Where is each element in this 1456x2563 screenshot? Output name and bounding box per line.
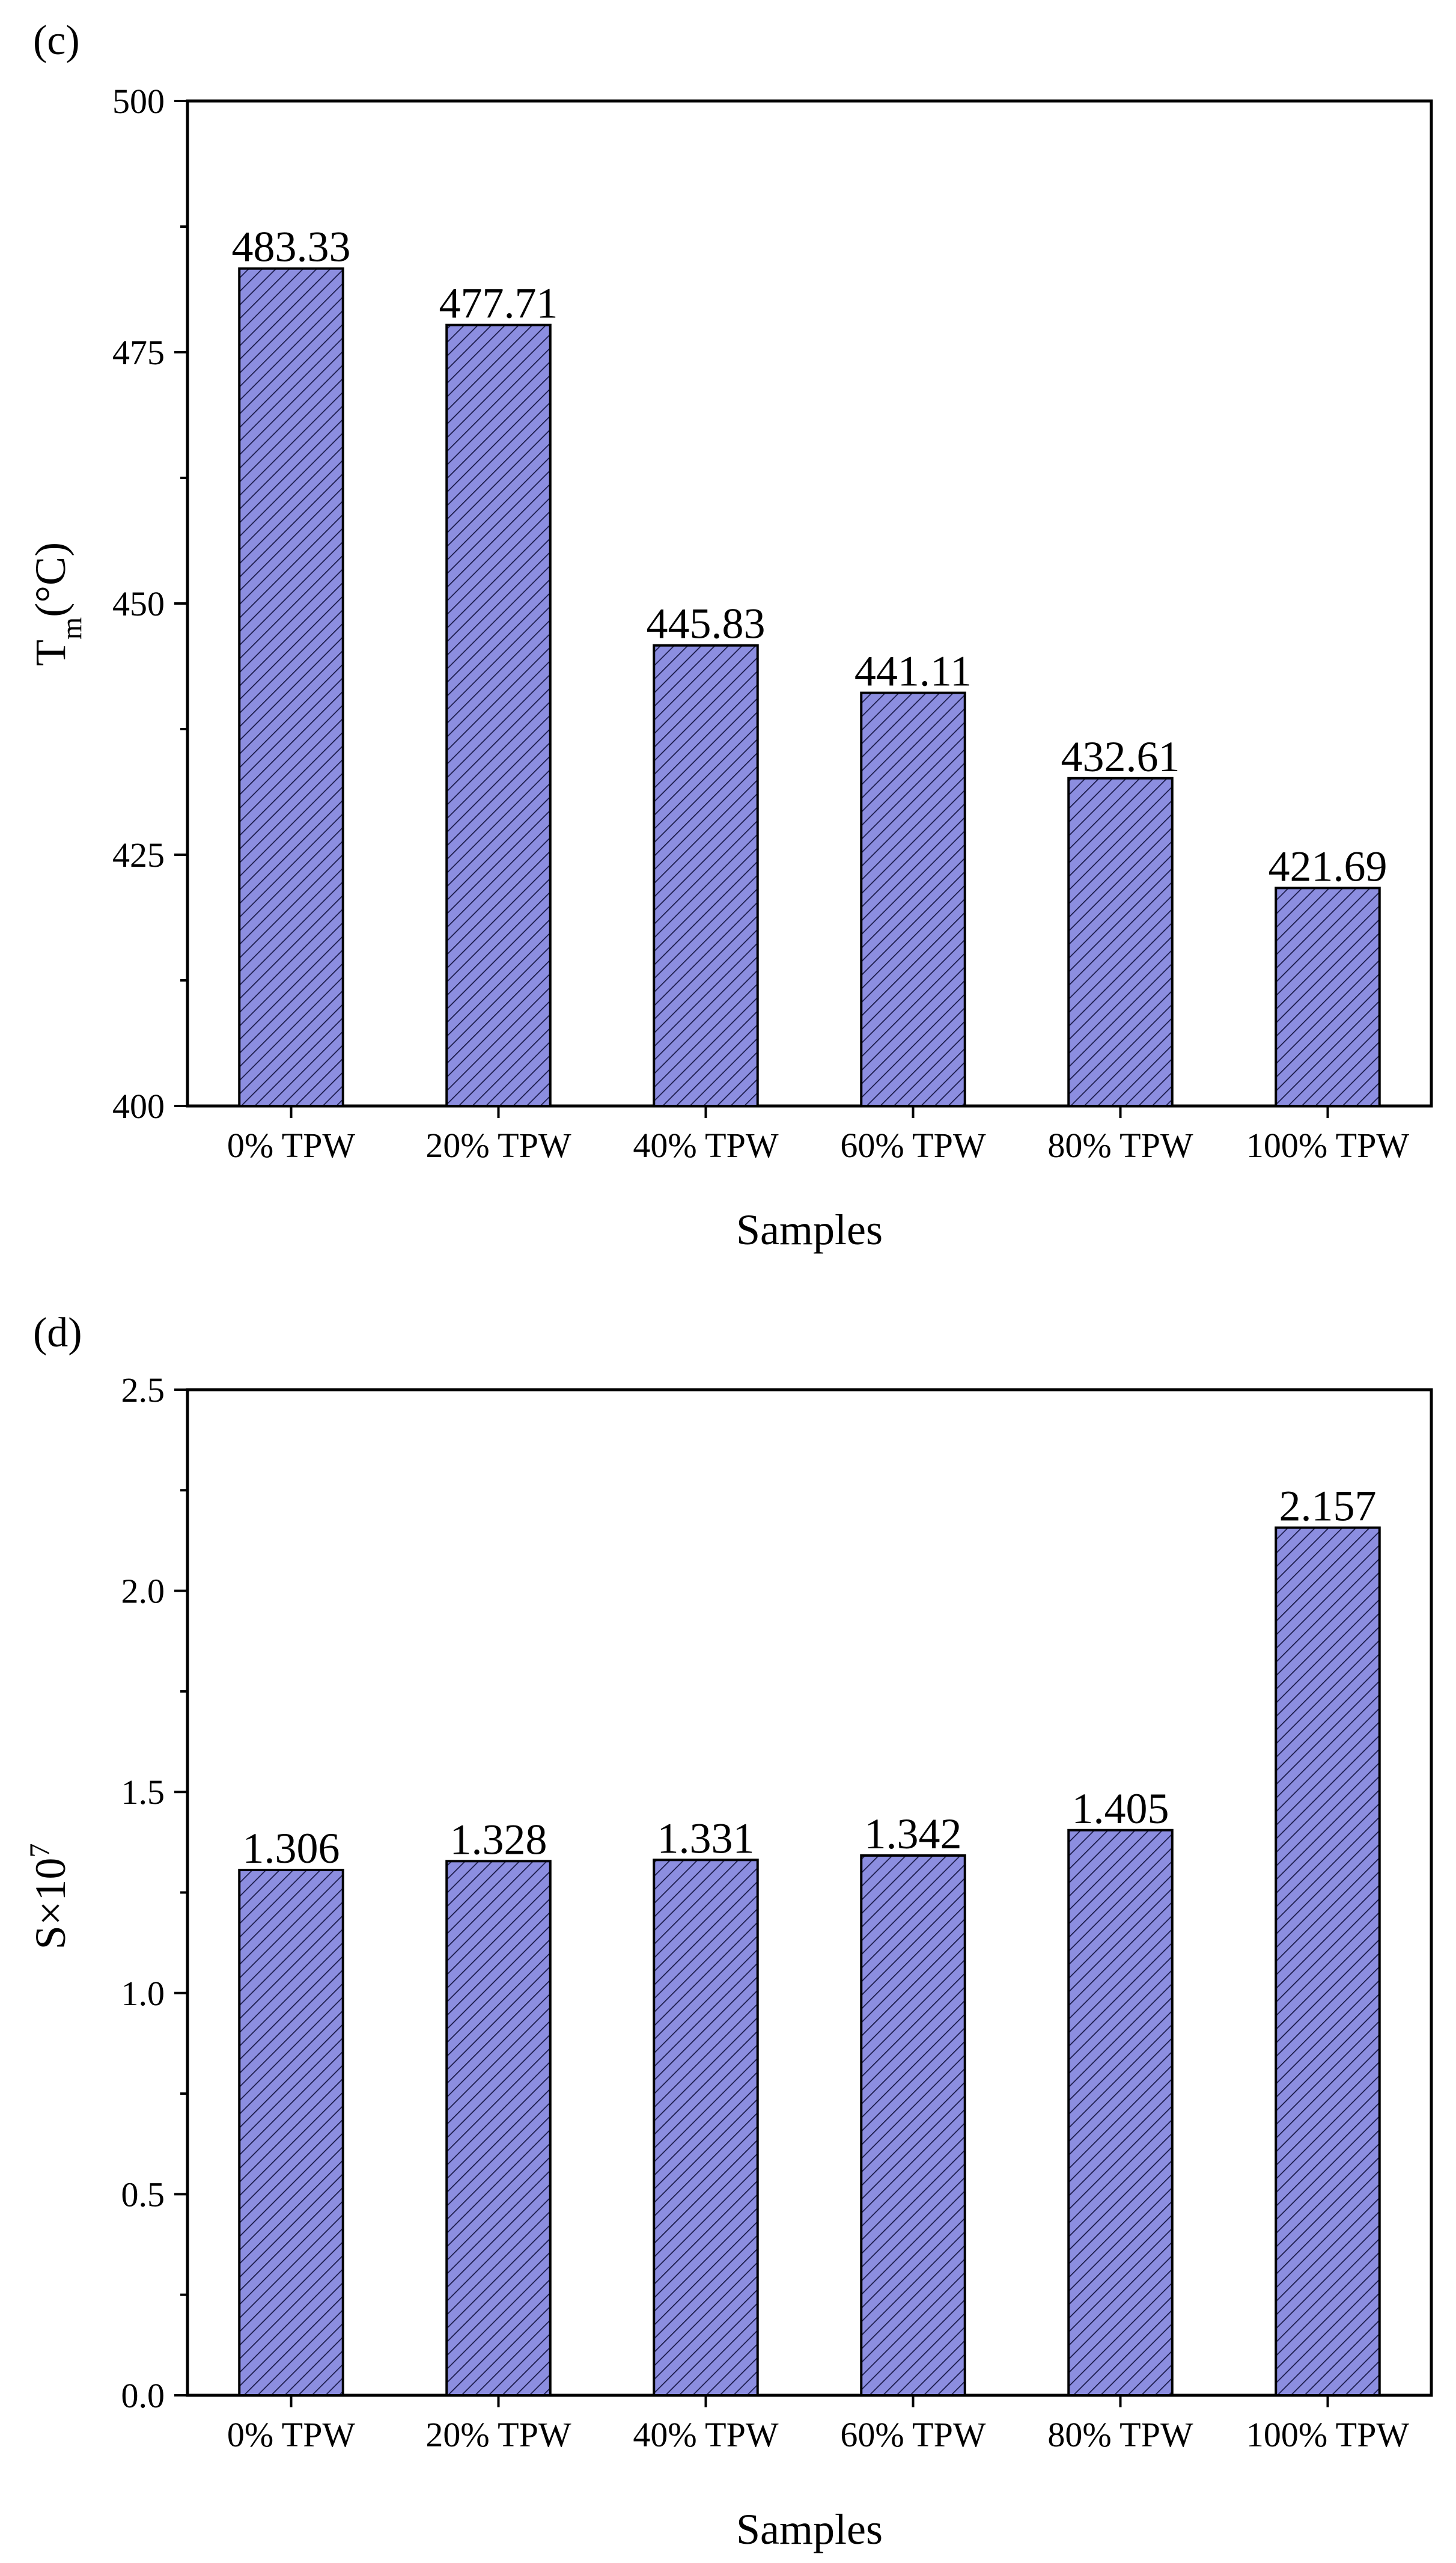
plot-frame-d [186,1388,1433,2397]
bar [653,644,759,1107]
panel-label-c: (c) [33,17,80,64]
value-label: 1.306 [243,1824,340,1872]
value-label: 483.33 [232,223,351,271]
value-label: 1.405 [1072,1785,1169,1833]
y-tick-label: 2.0 [121,1572,165,1611]
value-label: 2.157 [1279,1482,1377,1530]
x-tick-label: 100% TPW [1246,2415,1409,2454]
y-tick-label: 425 [112,835,165,875]
bar [1067,1828,1174,2397]
x-tick-label: 80% TPW [1047,2415,1193,2454]
x-tick-label: 60% TPW [840,1126,985,1165]
x-tick-label: 20% TPW [425,2415,571,2454]
bar [445,323,552,1107]
value-label: 477.71 [439,280,558,328]
bar [860,691,966,1107]
y-tick-label: 1.0 [121,1974,165,2013]
y-axis-label-d: S×107 [24,1844,75,1950]
y-axis-label-c: Tm(°C) [26,542,88,666]
y-tick-label: 500 [112,82,165,121]
y-tick-label: 475 [112,333,165,372]
value-label: 441.11 [854,647,972,695]
x-axis-label-d: Samples [736,2505,883,2553]
bar [860,1854,966,2397]
x-tick-label: 20% TPW [425,1126,571,1165]
x-tick-label: 0% TPW [227,2415,355,2454]
y-tick-label: 1.5 [121,1773,165,1812]
bar [1275,887,1381,1107]
y-tick-label: 0.0 [121,2376,165,2415]
value-label: 1.331 [657,1814,755,1862]
y-tick-label: 450 [112,584,165,623]
plot-frame-c [186,99,1433,1108]
x-tick-label: 40% TPW [633,2415,778,2454]
x-tick-label: 100% TPW [1246,1126,1409,1165]
x-tick-label: 80% TPW [1047,1126,1193,1165]
x-tick-label: 60% TPW [840,2415,985,2454]
y-tick-label: 2.5 [121,1370,165,1410]
y-tick-label: 0.5 [121,2175,165,2214]
chart-panel-c: (c) Tm(°C) Samples 400 425 450 475 500 4… [26,17,1433,1254]
value-label: 1.342 [865,1810,962,1858]
value-label: 421.69 [1269,842,1387,890]
x-tick-label: 40% TPW [633,1126,778,1165]
bar [238,267,344,1107]
value-label: 432.61 [1061,733,1180,781]
value-label: 445.83 [647,600,766,648]
value-label: 1.328 [450,1815,547,1863]
bar [238,1869,344,2397]
chart-panel-d: (d) S×107 Samples 0.0 0.5 1.0 1.5 2.0 2.… [24,1310,1433,2553]
bar [1067,777,1174,1107]
bar [445,1860,552,2397]
bar [1275,1526,1381,2397]
panel-label-d: (d) [33,1310,82,1356]
x-axis-label-c: Samples [736,1206,883,1254]
x-tick-label: 0% TPW [227,1126,355,1165]
y-tick-label: 400 [112,1087,165,1126]
bar [653,1859,759,2397]
